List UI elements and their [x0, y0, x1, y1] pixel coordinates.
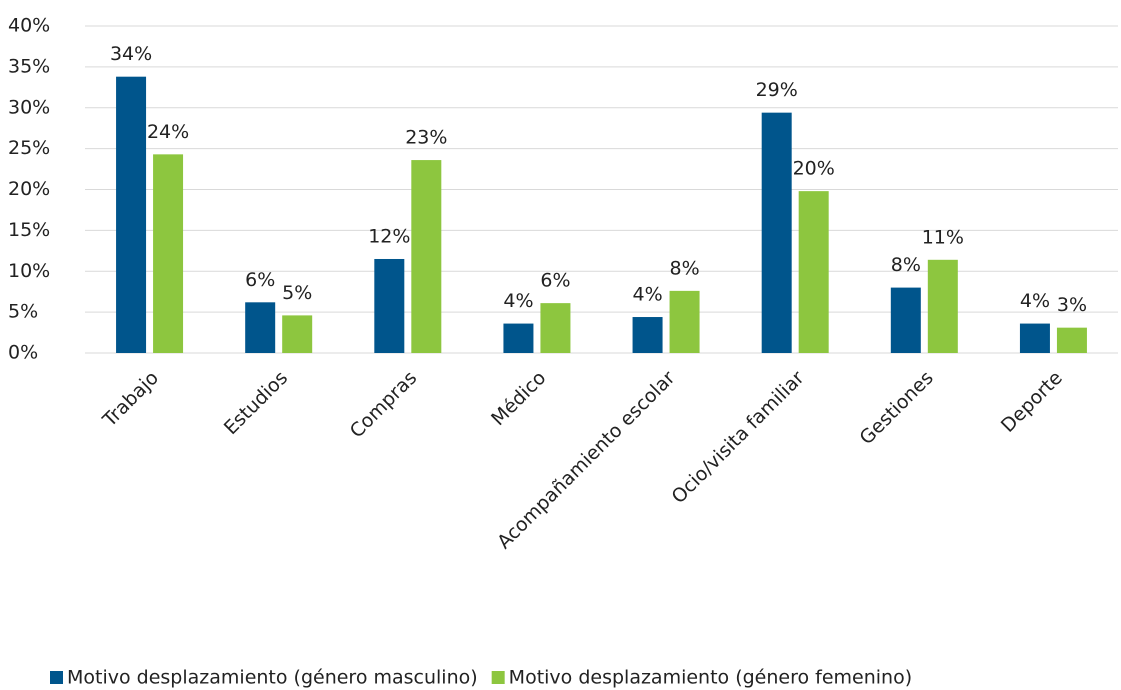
data-label: 11%: [922, 226, 964, 248]
data-label: 29%: [756, 79, 798, 101]
bar: [282, 315, 313, 353]
bar: [116, 76, 147, 353]
data-label: 8%: [891, 254, 921, 276]
data-label: 34%: [110, 43, 152, 65]
data-label: 24%: [147, 121, 189, 143]
x-tick-label: Deporte: [997, 367, 1067, 437]
y-tick-label: 0%: [8, 342, 38, 364]
bar: [632, 317, 663, 353]
bar: [153, 154, 184, 353]
legend-label: Motivo desplazamiento (género masculino): [67, 667, 478, 689]
y-tick-label: 40%: [8, 15, 50, 37]
legend-swatch: [491, 671, 505, 684]
data-label: 20%: [793, 158, 835, 180]
data-label: 8%: [669, 257, 699, 279]
x-tick-label: Gestiones: [856, 367, 938, 449]
bar: [798, 191, 829, 353]
y-tick-label: 15%: [8, 219, 50, 241]
x-tick-label: Trabajo: [98, 367, 163, 432]
bar: [1056, 327, 1087, 353]
y-tick-label: 30%: [8, 96, 50, 118]
y-tick-label: 10%: [8, 260, 50, 282]
bar: [411, 160, 442, 353]
legend-label: Motivo desplazamiento (género femenino): [509, 667, 912, 689]
bar: [245, 302, 276, 353]
bar: [669, 290, 700, 353]
data-label: 5%: [282, 282, 312, 304]
data-label: 6%: [540, 270, 570, 292]
data-label: 6%: [245, 269, 275, 291]
data-label: 23%: [405, 127, 447, 149]
bar: [890, 287, 921, 353]
bar: [503, 323, 534, 353]
bar: [374, 258, 405, 353]
bar: [1019, 323, 1050, 353]
data-label: 12%: [368, 225, 410, 247]
data-label: 3%: [1057, 294, 1087, 316]
legend-swatch: [50, 671, 63, 684]
data-label: 4%: [503, 290, 533, 312]
x-tick-label: Estudios: [220, 367, 292, 439]
y-tick-label: 5%: [8, 301, 38, 323]
y-tick-label: 25%: [8, 137, 50, 159]
bar: [761, 112, 792, 353]
data-label: 4%: [1020, 290, 1050, 312]
y-tick-label: 20%: [8, 178, 50, 200]
data-label: 4%: [632, 284, 662, 306]
x-tick-label: Ocio/visita familiar: [667, 367, 808, 508]
bar: [927, 259, 958, 353]
bar: [540, 303, 571, 353]
x-tick-label: Compras: [346, 367, 422, 443]
y-tick-label: 35%: [8, 55, 50, 77]
x-tick-label: Médico: [487, 367, 550, 430]
